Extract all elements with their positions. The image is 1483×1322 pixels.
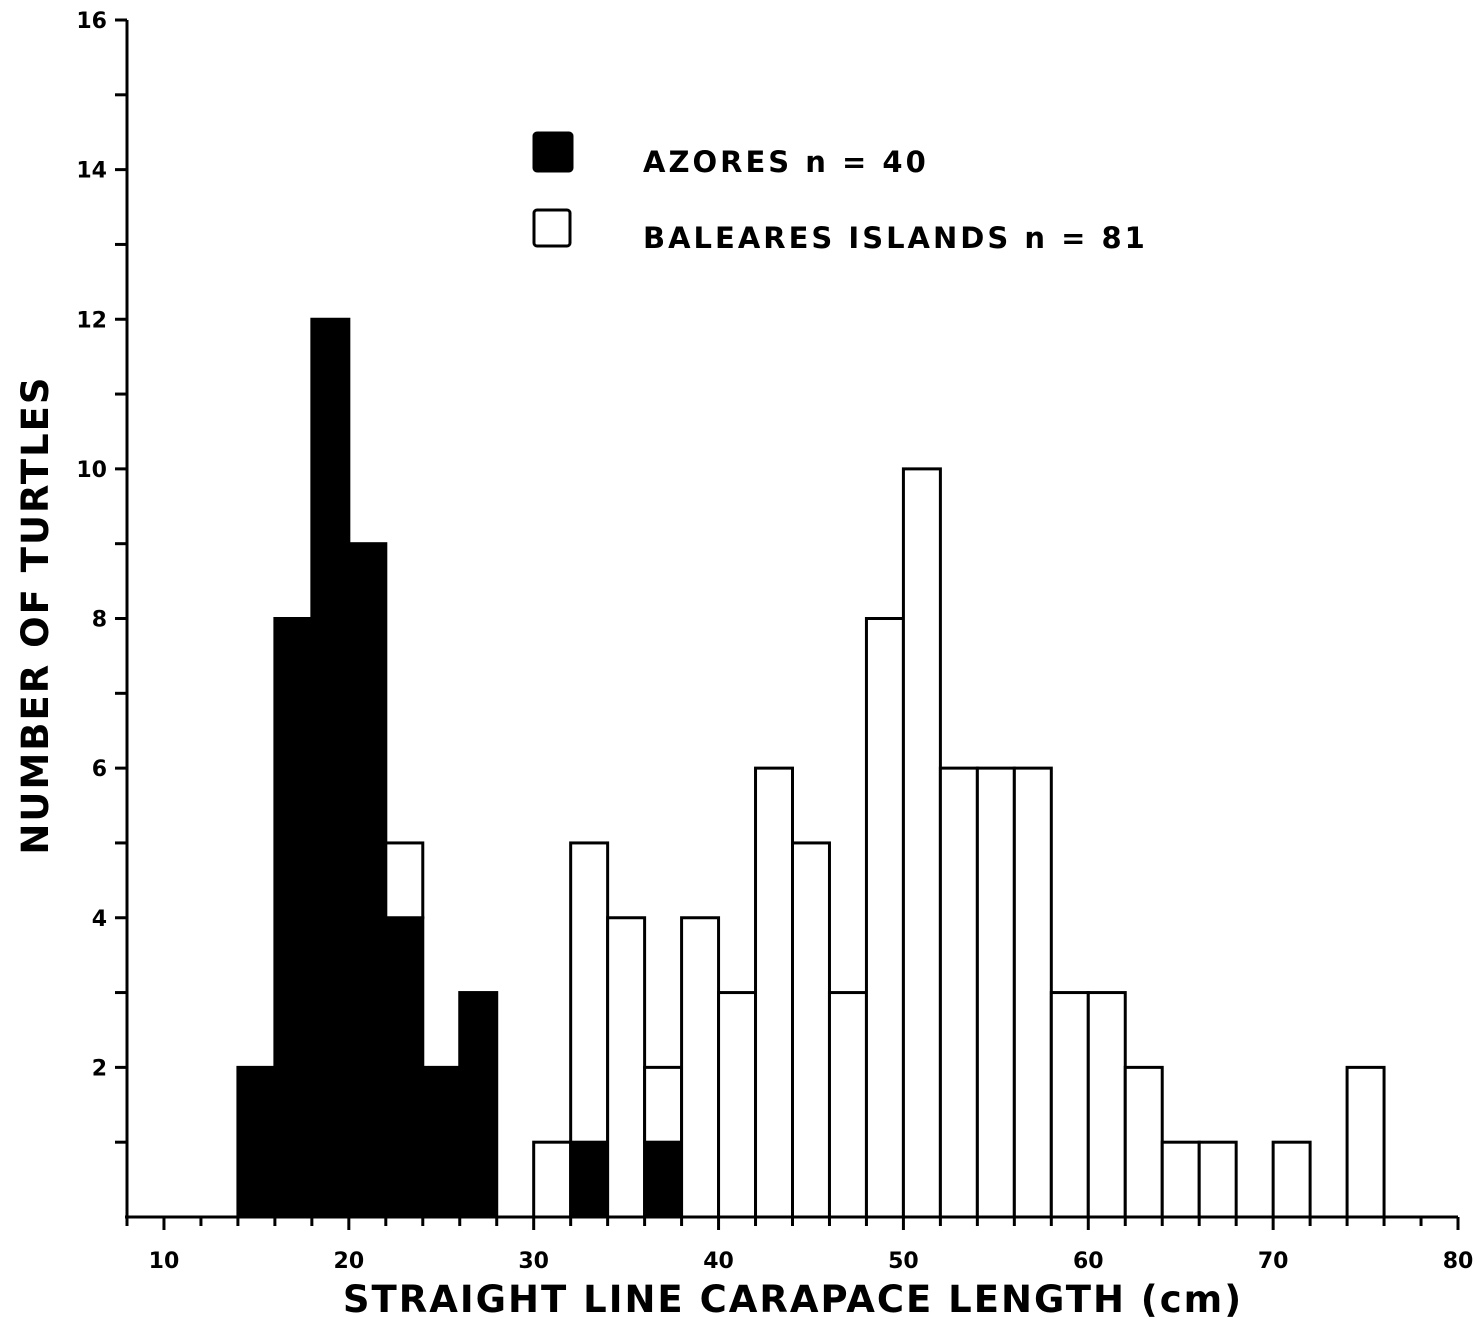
x-tick-label: 20 — [334, 1249, 365, 1274]
x-axis-title: STRAIGHT LINE CARAPACE LENGTH (cm) — [343, 1278, 1243, 1321]
bar-azores-24 — [421, 1065, 462, 1219]
bar-baleares-74 — [1345, 1065, 1386, 1219]
bar-baleares-22 — [384, 841, 425, 920]
legend-swatch-baleares — [532, 208, 572, 248]
bar-baleares-32 — [569, 841, 610, 1144]
legend-label-azores: AZORES n = 40 — [643, 145, 929, 179]
x-tick-label: 60 — [1073, 1249, 1104, 1274]
x-tick-label: 80 — [1443, 1249, 1474, 1274]
bar-baleares-60 — [1086, 991, 1127, 1219]
x-tick-label: 70 — [1258, 1249, 1289, 1274]
bar-baleares-54 — [975, 766, 1016, 1219]
bar-baleares-52 — [938, 766, 979, 1219]
bar-azores-22 — [384, 916, 425, 1219]
legend: AZORES n = 40 BALEARES ISLANDS n = 81 — [532, 131, 1148, 255]
bar-baleares-48 — [864, 617, 905, 1219]
x-tick-label: 50 — [888, 1249, 919, 1274]
y-axis-title: NUMBER OF TURTLES — [14, 375, 57, 854]
bar-baleares-56 — [1012, 766, 1053, 1219]
x-tick-label: 40 — [703, 1249, 734, 1274]
bar-baleares-62 — [1123, 1065, 1164, 1219]
bar-baleares-30 — [532, 1140, 573, 1219]
bar-baleares-66 — [1197, 1140, 1238, 1219]
bar-azores-14 — [236, 1065, 277, 1219]
y-tick-label: 14 — [76, 159, 107, 184]
bar-baleares-36 — [643, 1065, 684, 1144]
bar-baleares-40 — [717, 991, 758, 1219]
x-tick-label: 30 — [518, 1249, 549, 1274]
bar-azores-16 — [273, 617, 314, 1219]
bar-azores-20 — [347, 542, 388, 1219]
bar-baleares-64 — [1160, 1140, 1201, 1219]
y-tick-label: 16 — [76, 9, 107, 34]
bar-baleares-34 — [606, 916, 647, 1219]
bar-azores-36 — [643, 1140, 684, 1219]
y-tick-label: 10 — [76, 458, 107, 483]
bar-azores-32 — [569, 1140, 610, 1219]
legend-label-baleares: BALEARES ISLANDS n = 81 — [643, 221, 1148, 255]
bar-baleares-58 — [1049, 991, 1090, 1219]
y-tick-label: 4 — [92, 907, 107, 932]
bars-layer — [236, 317, 1386, 1219]
y-tick-label: 8 — [92, 608, 107, 633]
x-tick-label: 10 — [149, 1249, 180, 1274]
legend-swatch-azores — [532, 131, 574, 173]
bar-azores-18 — [310, 317, 351, 1219]
bar-baleares-42 — [754, 766, 794, 1219]
bar-baleares-44 — [791, 841, 831, 1219]
bar-baleares-50 — [901, 467, 942, 1219]
bar-baleares-46 — [827, 991, 868, 1219]
axes-layer: 2 4 6 8 10 12 14 16 10 20 30 40 50 60 70 80 — [76, 9, 1473, 1274]
y-tick-label: 12 — [76, 308, 107, 333]
bar-azores-26 — [458, 991, 499, 1219]
bar-baleares-70 — [1271, 1140, 1312, 1219]
y-tick-label: 6 — [92, 757, 107, 782]
bar-baleares-38 — [680, 916, 721, 1219]
y-tick-label: 2 — [92, 1056, 107, 1081]
